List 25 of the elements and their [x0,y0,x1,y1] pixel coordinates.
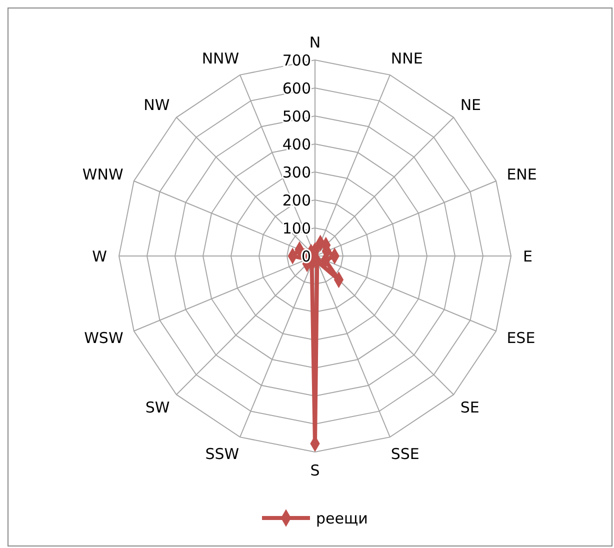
y-tick-label: 600 [282,79,311,98]
spoke-label: NNE [390,50,423,68]
y-tick-label: 0 [301,247,311,266]
spoke-label: WSW [84,329,124,348]
y-tick-label: 100 [282,219,311,238]
legend-label: реещи [316,509,368,528]
y-tick-label: 200 [282,191,311,210]
y-tick-label: 700 [282,51,311,70]
spoke-label: SSW [205,444,240,463]
spoke-label: S [310,461,320,480]
y-tick-label: 400 [282,135,311,154]
spoke-label: WNW [82,165,124,184]
y-tick-label: 300 [282,163,311,182]
y-tick-label: 500 [282,107,311,126]
spoke-label: ENE [506,165,537,184]
spoke-label: NNW [202,50,240,68]
spoke-label: SE [460,398,480,417]
spoke-label: N [309,33,321,52]
spoke-label: ESE [506,329,536,348]
spoke-label: NW [144,96,170,114]
spoke-label: SSE [390,444,420,463]
spoke-label: SW [145,398,170,417]
spoke-label: E [523,247,532,266]
spoke-label: W [92,247,108,266]
spoke-label: NE [460,96,482,114]
